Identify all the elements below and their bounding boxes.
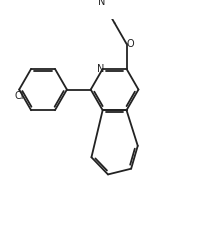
Text: N: N — [97, 64, 105, 74]
Text: N: N — [98, 0, 106, 7]
Text: O: O — [126, 39, 134, 49]
Text: Cl: Cl — [14, 91, 24, 101]
